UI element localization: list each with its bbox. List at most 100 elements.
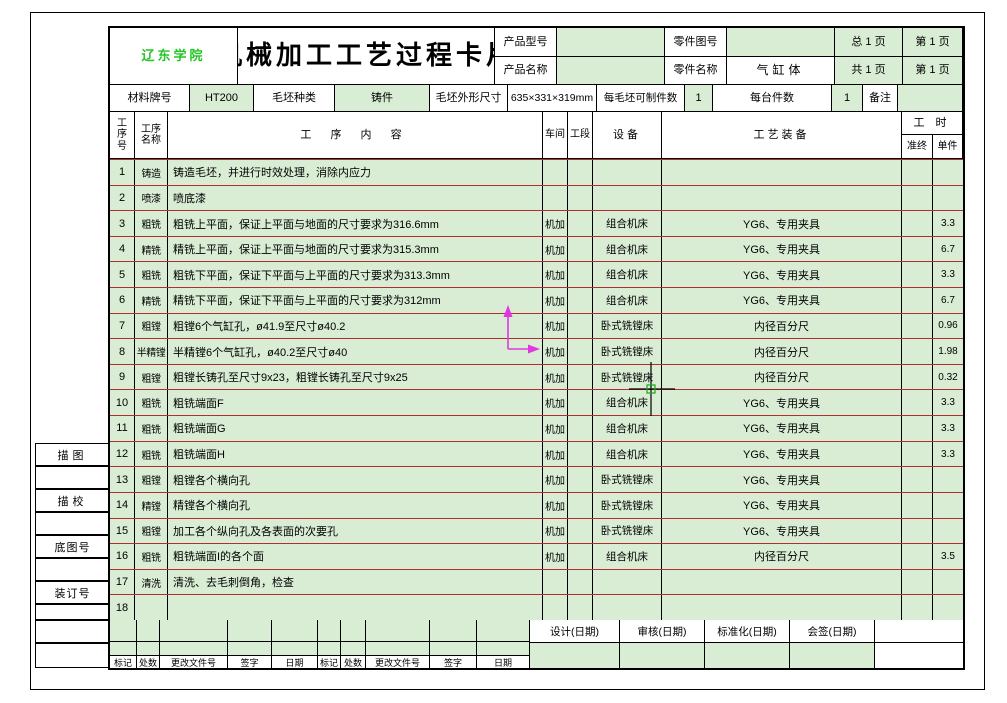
op-content <box>168 595 543 620</box>
op-no: 6 <box>110 288 135 313</box>
col-header-content: 工 序 内 容 <box>168 112 543 159</box>
op-equipment <box>593 569 662 595</box>
op-no: 1 <box>110 160 135 185</box>
op-no: 11 <box>110 416 135 441</box>
op-content: 喷底漆 <box>168 185 543 211</box>
sidebar-box <box>35 558 110 581</box>
op-unit-time: 1.98 <box>938 346 958 358</box>
op-equipment: 组合机床 <box>593 441 662 467</box>
op-no: 9 <box>110 364 135 390</box>
op-section <box>568 288 593 313</box>
school-name: 辽东学院 <box>110 28 238 85</box>
op-content: 粗铣端面H <box>168 441 543 467</box>
op-equipment: 组合机床 <box>593 390 662 416</box>
op-name: 粗铣 <box>135 390 168 416</box>
op-workshop: 机加 <box>543 236 568 262</box>
col-header-op-name: 工序名称 <box>135 112 168 159</box>
col-header-section: 工段 <box>568 112 593 159</box>
revision-label: 更改文件号 <box>366 656 429 668</box>
op-unit-time: 3.3 <box>941 422 955 434</box>
op-name: 粗镗 <box>135 518 168 544</box>
op-tooling: YG6、专用夹具 <box>662 416 902 441</box>
op-section <box>568 544 593 569</box>
op-workshop: 机加 <box>543 416 568 441</box>
op-tooling: YG6、专用夹具 <box>662 518 902 544</box>
op-tooling <box>662 185 902 211</box>
page-total: 总 1 页 <box>835 28 903 57</box>
pieces-per-blank-value: 1 <box>685 85 713 112</box>
col-header-equipment: 设备 <box>593 112 662 159</box>
process-row: 9 粗镗 粗镗长铸孔至尺寸9x23，粗镗长铸孔至尺寸9x25 机加 卧式铣镗床 … <box>110 364 963 391</box>
op-section <box>568 390 593 416</box>
part-drawing-no-label: 零件图号 <box>665 28 727 57</box>
sidebar-box <box>35 604 110 620</box>
sidebar-box <box>35 620 110 643</box>
op-equipment: 组合机床 <box>593 236 662 262</box>
op-unit-time: 3.3 <box>941 218 955 230</box>
op-prep-time <box>902 288 933 313</box>
op-content: 粗铣端面G <box>168 416 543 441</box>
op-content: 精铣上平面，保证上平面与地面的尺寸要求为315.3mm <box>168 236 543 262</box>
signature-block: 设计(日期) 审核(日期) 标准化(日期) 会签(日期) <box>530 620 963 668</box>
op-equipment: 组合机床 <box>593 211 662 236</box>
op-workshop: 机加 <box>543 339 568 364</box>
op-tooling <box>662 569 902 595</box>
sidebar-box-base-drawing-no: 底图号 <box>35 535 110 558</box>
op-prep-time <box>902 364 933 390</box>
op-workshop: 机加 <box>543 518 568 544</box>
op-prep-time <box>902 441 933 467</box>
product-name-label: 产品名称 <box>495 57 557 85</box>
revision-label: 更改文件号 <box>160 656 227 668</box>
op-name <box>135 595 168 620</box>
op-section <box>568 518 593 544</box>
process-row: 5 粗铣 粗铣下平面，保证下平面与上平面的尺寸要求为313.3mm 机加 组合机… <box>110 262 963 289</box>
op-no: 3 <box>110 211 135 236</box>
op-equipment: 组合机床 <box>593 262 662 288</box>
op-name: 粗镗 <box>135 467 168 492</box>
op-equipment: 组合机床 <box>593 416 662 441</box>
op-content: 粗铣端面F <box>168 390 543 416</box>
sidebar-box <box>35 466 110 489</box>
col-header-prep-time: 准终 <box>902 135 933 159</box>
material-value: HT200 <box>190 85 254 112</box>
op-prep-time <box>902 185 933 211</box>
op-unit-time <box>933 570 963 595</box>
op-name: 喷漆 <box>135 185 168 211</box>
op-equipment: 卧式铣镗床 <box>593 364 662 390</box>
op-workshop: 机加 <box>543 441 568 467</box>
process-row: 17 清洗 清洗、去毛刺倒角，检查 <box>110 569 963 596</box>
op-equipment: 卧式铣镗床 <box>593 518 662 544</box>
remark-label: 备注 <box>863 85 898 112</box>
op-tooling: YG6、专用夹具 <box>662 288 902 313</box>
op-equipment: 卧式铣镗床 <box>593 313 662 339</box>
check-date-label: 审核(日期) <box>620 620 704 643</box>
revision-label: 处数 <box>137 656 159 668</box>
op-workshop: 机加 <box>543 288 568 313</box>
op-unit-time <box>933 467 963 492</box>
op-equipment: 组合机床 <box>593 544 662 569</box>
op-content: 粗铣上平面，保证上平面与地面的尺寸要求为316.6mm <box>168 211 543 236</box>
blank-size-label: 毛坯外形尺寸 <box>430 85 508 112</box>
op-prep-time <box>902 339 933 364</box>
ucs-axis-icon <box>503 305 540 354</box>
op-name: 粗铣 <box>135 262 168 288</box>
op-section <box>568 160 593 185</box>
product-model-label: 产品型号 <box>495 28 557 57</box>
process-row: 14 精镗 精镗各个横向孔 机加 卧式铣镗床 YG6、专用夹具 <box>110 492 963 519</box>
sidebar-box-proofread: 描校 <box>35 489 110 512</box>
op-no: 5 <box>110 262 135 288</box>
op-name: 精铣 <box>135 236 168 262</box>
op-workshop: 机加 <box>543 390 568 416</box>
op-name: 半精镗 <box>135 339 168 364</box>
op-unit-time <box>933 186 963 211</box>
op-content: 精镗各个横向孔 <box>168 492 543 518</box>
op-tooling <box>662 160 902 185</box>
op-name: 精镗 <box>135 492 168 518</box>
process-row: 1 铸造 铸造毛坯，并进行时效处理，消除内应力 <box>110 160 963 186</box>
revision-label: 标记 <box>318 656 340 668</box>
col-header-unit-time: 单件 <box>933 135 963 159</box>
process-row: 2 喷漆 喷底漆 <box>110 185 963 212</box>
op-prep-time <box>902 595 933 620</box>
op-prep-time <box>902 313 933 339</box>
op-prep-time <box>902 211 933 236</box>
